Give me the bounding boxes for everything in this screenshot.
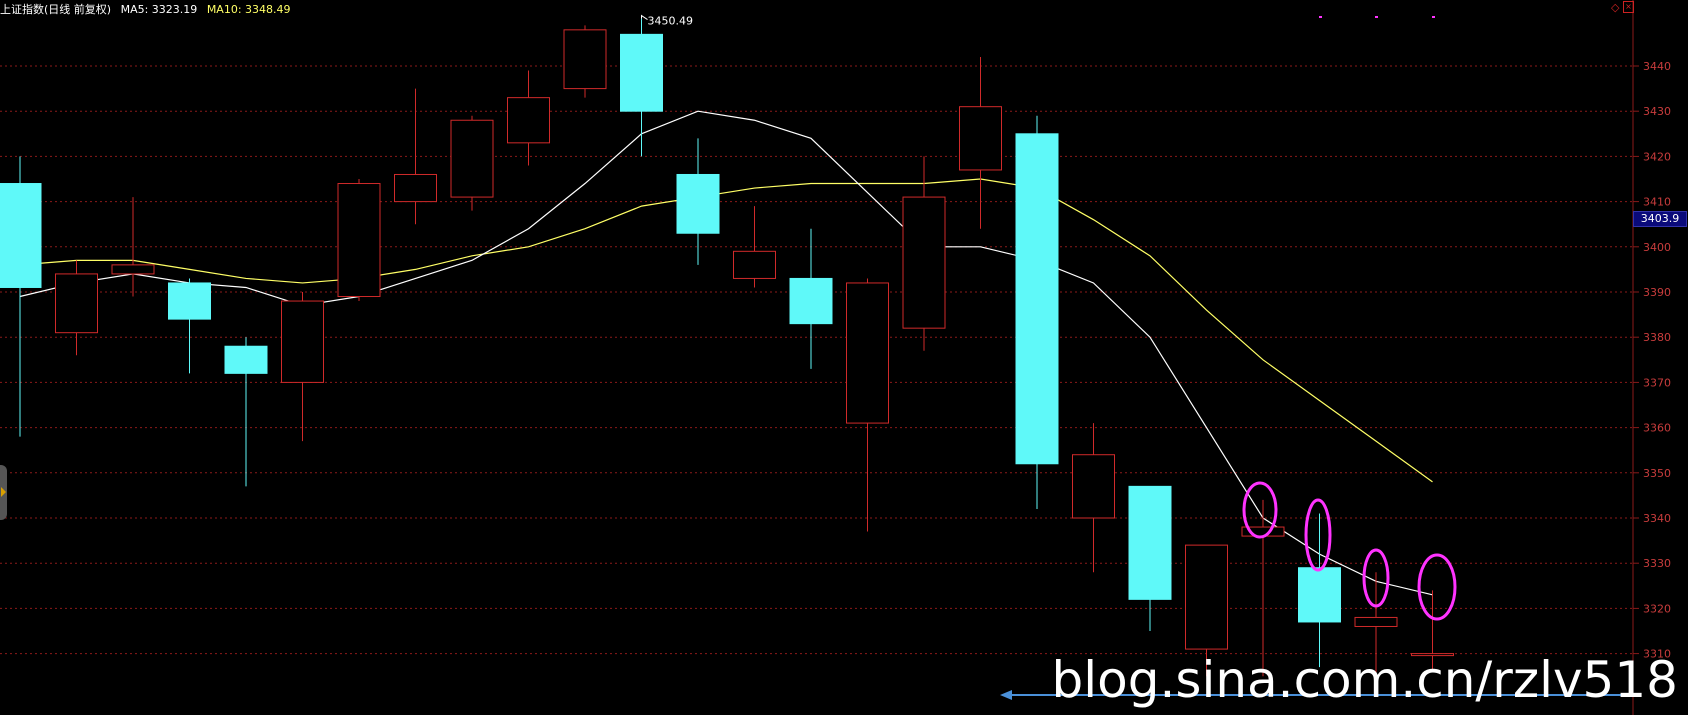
candle-body (846, 282, 889, 424)
ma5-line (19, 110, 1433, 596)
candle (902, 156, 946, 351)
tick-label: 3400 (1643, 241, 1671, 254)
candle (111, 197, 155, 297)
candle (846, 278, 889, 532)
candle-body (1072, 454, 1115, 519)
candle-body (959, 106, 1002, 171)
ma10-line (19, 178, 1433, 483)
candle-body (1185, 544, 1228, 650)
arrow-head (1000, 690, 1012, 700)
candle-body (281, 300, 324, 383)
candle-body (507, 97, 550, 144)
tick-label: 3370 (1643, 376, 1671, 389)
chart-header: 上证指数(日线 前复权) MA5: 3323.19 MA10: 3348.49 (0, 1, 297, 17)
candle (676, 138, 720, 265)
candle-body (1354, 616, 1398, 627)
top-marker (1375, 16, 1378, 18)
candle-body (1015, 133, 1059, 465)
tick-label: 3440 (1643, 60, 1671, 73)
tick-label: 3420 (1643, 150, 1671, 163)
candle (224, 337, 268, 487)
candle (450, 115, 494, 211)
candle-body (224, 345, 268, 374)
candle-body (902, 196, 946, 329)
candle-body (111, 264, 155, 275)
candle (0, 156, 42, 437)
price-axis: 3310 3320 3330 3340 3350 3360 3370 3380 3390 3400… (1632, 0, 1671, 715)
candle-body (563, 29, 607, 90)
moving-average-lines (19, 110, 1433, 596)
candle (1072, 423, 1115, 573)
close-icon[interactable]: × (1623, 1, 1634, 13)
candle (733, 206, 776, 288)
tick-label: 3360 (1643, 422, 1671, 435)
tick-label: 3410 (1643, 196, 1671, 209)
top-marker (1319, 16, 1322, 18)
candle (1298, 513, 1341, 668)
annotation-circle (1304, 498, 1332, 572)
high-marker (641, 14, 648, 21)
tick-label: 3350 (1643, 467, 1671, 480)
tick-label: 3340 (1643, 512, 1671, 525)
top-marker (1432, 16, 1435, 18)
candle (789, 228, 833, 369)
candles (0, 18, 1454, 677)
tick-label: 3380 (1643, 331, 1671, 344)
candle-body (168, 282, 211, 320)
chart-title: 上证指数(日线 前复权) (0, 3, 112, 16)
candle (1185, 544, 1228, 677)
annotation-circle (1417, 553, 1457, 621)
candle (281, 292, 324, 442)
candle (959, 56, 1002, 229)
annotation-circle (1362, 548, 1390, 608)
diamond-icon[interactable]: ◇ (1611, 1, 1620, 14)
watermark: blog.sina.com.cn/rzlv518 (1051, 651, 1678, 709)
candle-body (394, 173, 437, 203)
ma10-label: MA10: 3348.49 (206, 3, 291, 16)
candle (620, 18, 663, 157)
candle (1411, 590, 1454, 672)
tick-label: 3320 (1643, 602, 1671, 615)
candle (337, 179, 381, 302)
candle-body (676, 173, 720, 234)
tick-label: 3330 (1643, 557, 1671, 570)
annotation-circle (1242, 481, 1278, 539)
candle-body (1298, 567, 1341, 623)
candle-body (0, 183, 42, 288)
annotations: 3450.49 (641, 14, 1633, 700)
tick-label: 3310 (1643, 648, 1671, 661)
candle (563, 25, 607, 98)
candle-body (620, 33, 663, 112)
candle-body (789, 277, 833, 325)
candle (394, 88, 437, 225)
candle-body (733, 250, 776, 279)
ma5-label: MA5: 3323.19 (120, 3, 198, 16)
candle (507, 70, 550, 166)
candle-body (450, 119, 494, 198)
candle-body (337, 183, 381, 298)
candle (168, 278, 211, 374)
expand-handle-icon[interactable] (0, 465, 7, 520)
candle (1354, 572, 1398, 677)
candle-body (1128, 485, 1172, 600)
candle-body (55, 273, 98, 334)
tick-label: 3390 (1643, 286, 1671, 299)
candle (1015, 115, 1059, 509)
candle-body (1411, 653, 1454, 657)
tick-label: 3430 (1643, 105, 1671, 118)
candle (55, 260, 98, 356)
candle (1128, 485, 1172, 631)
high-label: 3450.49 (648, 15, 694, 28)
current-price-tag: 3403.9 (1633, 211, 1687, 227)
